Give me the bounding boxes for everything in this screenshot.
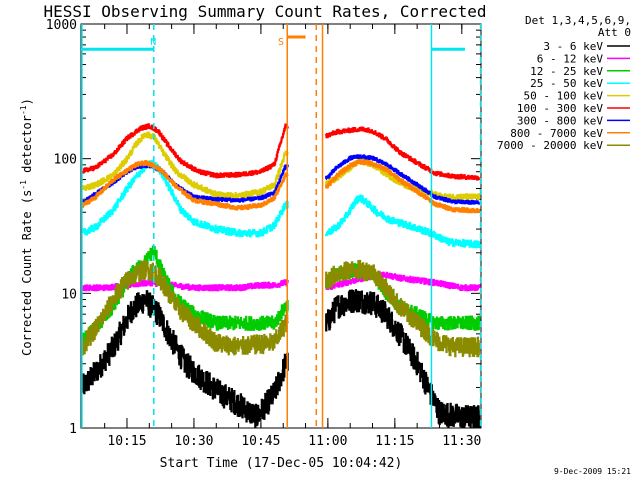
series-line — [81, 279, 289, 292]
y-tick-label: 10 — [61, 287, 77, 302]
legend-label: 12 - 25 keV — [530, 65, 603, 78]
legend-label: 50 - 100 keV — [524, 90, 604, 103]
legend-header-line: Det 1,3,4,5,6,9, — [525, 14, 631, 27]
x-tick-label: 11:15 — [375, 434, 414, 449]
series-line — [81, 160, 289, 238]
legend-label: 25 - 50 keV — [530, 77, 603, 90]
footer-timestamp: 9-Dec-2009 15:21 — [554, 467, 631, 476]
x-tick-label: 10:15 — [107, 434, 146, 449]
marker-annotation: S — [278, 37, 284, 48]
y-axis-label-part: ) — [20, 98, 34, 105]
marker-annotation: N — [150, 37, 156, 48]
y-tick-label: 100 — [54, 153, 77, 168]
series-line — [325, 154, 481, 205]
legend-label: 100 - 300 keV — [517, 102, 603, 115]
series-line — [325, 271, 481, 292]
y-axis-label: Corrected Count Rate (s-1 detector-1) — [19, 98, 34, 356]
x-tick-label: 11:30 — [442, 434, 481, 449]
y-axis-label-part: detector — [20, 115, 34, 180]
series-line — [81, 123, 289, 179]
y-axis-label-part: Corrected Count Rate (s — [20, 190, 34, 356]
series-line — [325, 194, 481, 249]
x-tick-label: 10:30 — [174, 434, 213, 449]
series-line — [81, 245, 289, 345]
series-line — [325, 289, 481, 428]
series-line — [81, 160, 289, 211]
y-axis-label-exponent: -1 — [19, 105, 28, 115]
series-line — [325, 259, 481, 358]
legend-label: 800 - 7000 keV — [510, 127, 603, 140]
legend-header-line: Att 0 — [598, 26, 631, 39]
legend-label: 6 - 12 keV — [537, 52, 604, 65]
series-line — [325, 126, 481, 181]
y-tick-label: 1000 — [46, 18, 77, 33]
legend-label: 7000 - 20000 keV — [497, 139, 603, 152]
chart-title: HESSI Observing Summary Count Rates, Cor… — [43, 2, 486, 21]
y-axis-label-exponent: -1 — [19, 180, 28, 190]
x-axis: 10:15 10:30 10:45 11:00 11:15 11:30 — [104, 24, 481, 449]
series-line — [81, 259, 289, 356]
series-line — [325, 159, 481, 214]
y-tick-label: 1 — [69, 422, 77, 437]
legend-label: 3 - 6 keV — [543, 40, 603, 53]
x-axis-label: Start Time (17-Dec-05 10:04:42) — [160, 456, 403, 471]
x-tick-label: 11:00 — [308, 434, 347, 449]
series-line — [81, 290, 289, 428]
legend-label: 300 - 800 keV — [517, 114, 603, 127]
series-line — [81, 131, 289, 200]
x-tick-label: 10:45 — [241, 434, 280, 449]
series-layer — [81, 123, 481, 428]
